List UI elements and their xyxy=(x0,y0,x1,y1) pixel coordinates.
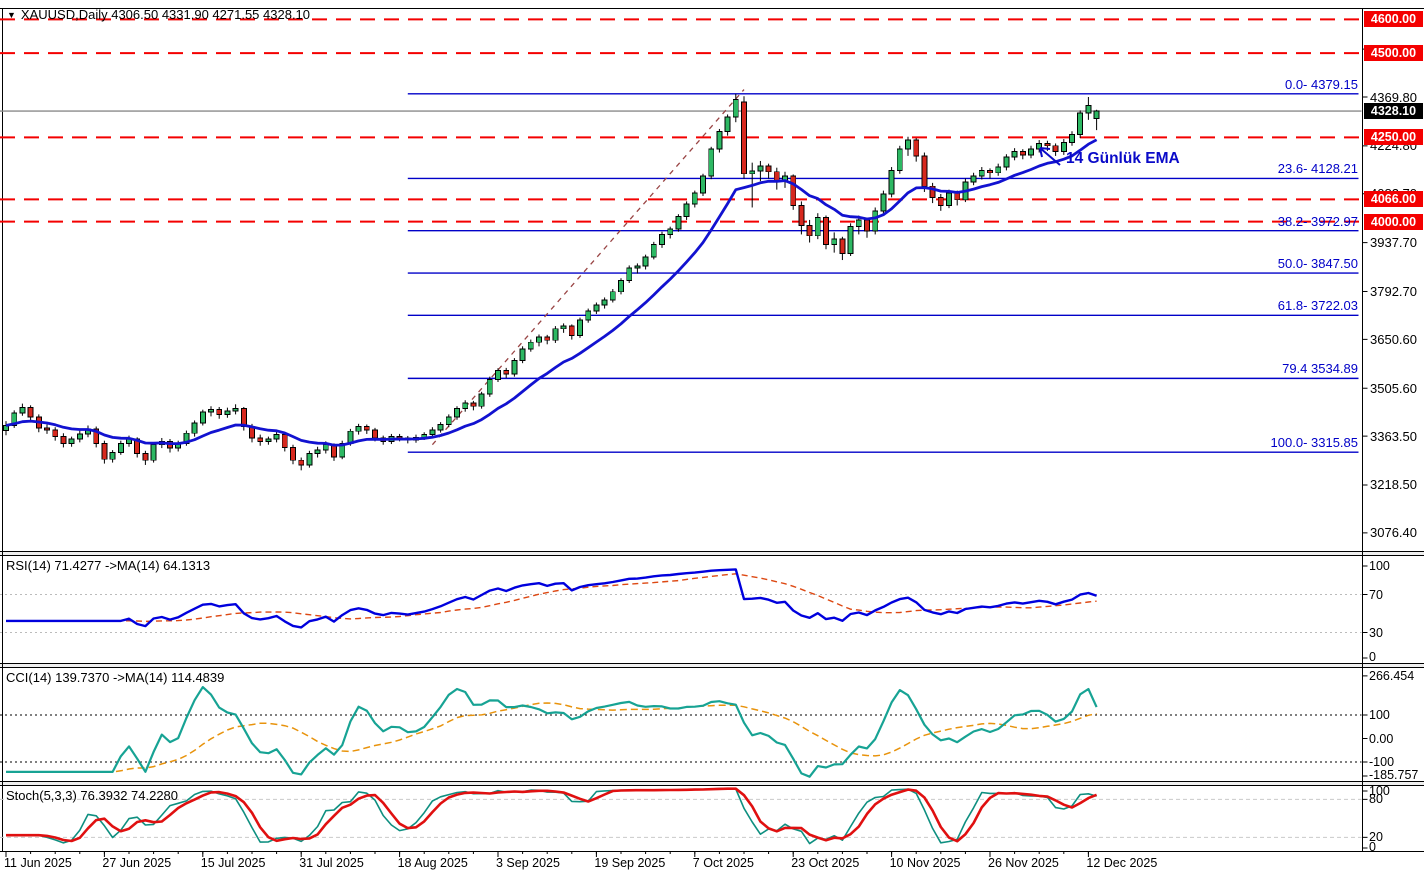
symbol-dropdown-icon[interactable]: ▼ xyxy=(7,10,16,20)
